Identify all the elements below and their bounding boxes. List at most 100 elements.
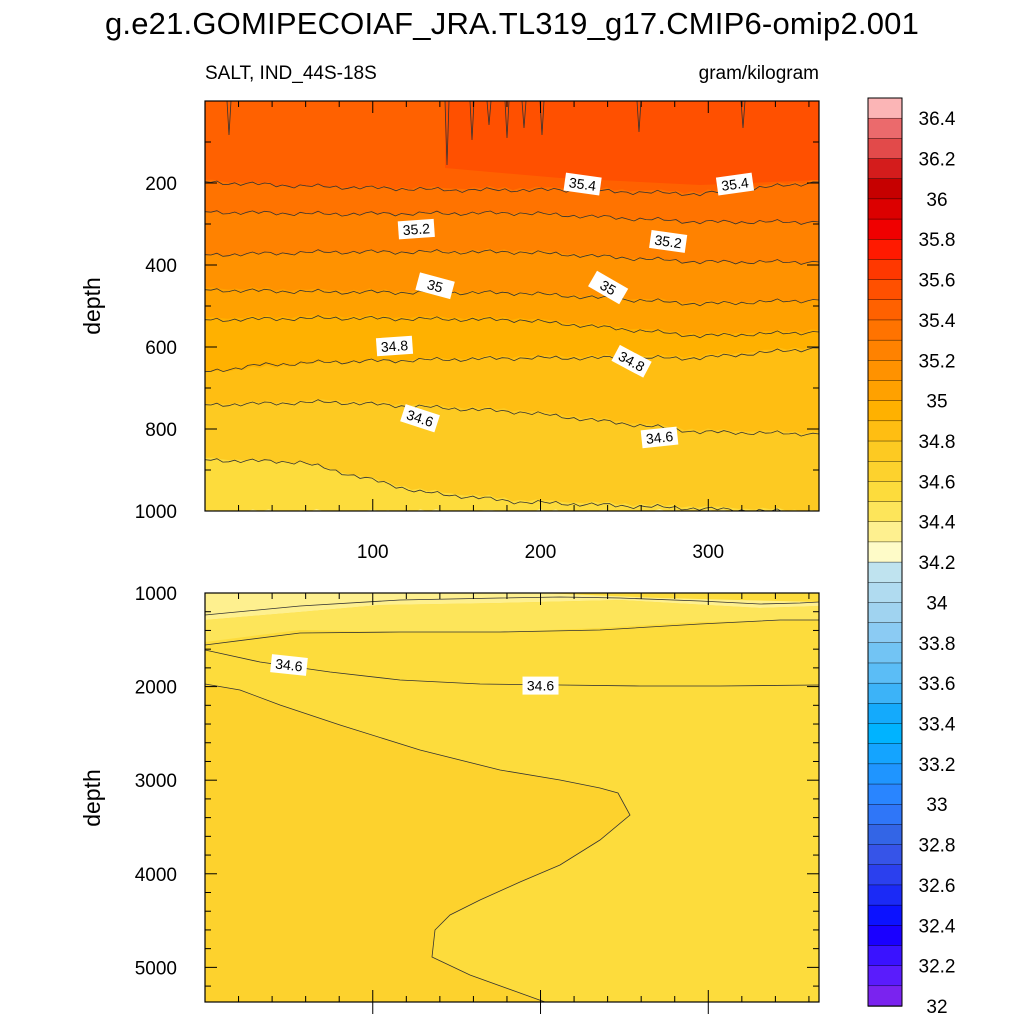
colorbar-swatch	[867, 97, 903, 119]
colorbar-label: 35.2	[919, 351, 956, 372]
colorbar-swatch	[867, 501, 903, 523]
contour-label-bottom-1: 34.6	[522, 676, 559, 695]
x-tick-label: 100	[357, 542, 389, 563]
colorbar-frame	[867, 97, 903, 1007]
colorbar-label: 32.6	[919, 876, 956, 897]
colorbar-swatch	[867, 864, 903, 886]
surface-spike-0	[226, 101, 232, 136]
colorbar-swatch	[867, 682, 903, 705]
colorbar-label: 35.6	[919, 271, 956, 292]
colorbar-swatch	[867, 360, 903, 382]
y-tick-label: 5000	[135, 958, 177, 979]
colorbar-swatch	[867, 440, 903, 462]
top-contour-line-4	[205, 315, 819, 339]
bottom-fills	[205, 593, 819, 1002]
colorbar-swatch	[867, 339, 903, 362]
top-contour-line-5	[205, 347, 819, 373]
colorbar-swatch	[867, 602, 903, 624]
colorbar-swatch	[867, 743, 903, 765]
colorbar-swatch	[867, 844, 903, 866]
top-contour-line-2	[205, 249, 819, 265]
surface-spike-8	[740, 101, 746, 129]
svg-text:34.6: 34.6	[275, 656, 304, 675]
colorbar-swatch	[867, 400, 903, 422]
bottom-core-wedge	[205, 684, 630, 1002]
colorbar-swatch	[867, 521, 903, 543]
colorbar-swatch	[867, 138, 903, 160]
y-tick-label: 2000	[135, 678, 177, 699]
y-tick-label: 1000	[135, 502, 177, 523]
contour-label-top-5: 35	[588, 270, 629, 305]
svg-text:34.6: 34.6	[645, 428, 674, 447]
y-tick-label: 1000	[135, 584, 177, 605]
svg-text:35: 35	[597, 277, 619, 299]
top-fills	[205, 101, 819, 511]
contour-label-top-8: 34.6	[400, 404, 440, 433]
y-tick-label: 600	[145, 338, 177, 359]
y-tick-label: 800	[145, 420, 177, 441]
colorbar-swatch	[867, 582, 903, 604]
colorbar-label: 32.2	[919, 957, 956, 978]
y-tick-label: 3000	[135, 771, 177, 792]
colorbar-label: 32	[926, 997, 947, 1018]
colorbar-swatch	[867, 218, 903, 240]
chart-title: g.e21.GOMIPECOIAF_JRA.TL319_g17.CMIP6-om…	[104, 6, 920, 41]
colorbar-swatch	[867, 178, 903, 200]
colorbar-swatch	[867, 723, 903, 745]
y-axis-label-bottom: depth	[79, 769, 105, 827]
colorbar-label: 35	[926, 392, 947, 413]
colorbar-swatch	[867, 299, 903, 321]
bottom-panel: 34.6 34.6 1000 2000 3000 4000 5000 depth	[79, 584, 820, 1014]
high-salinity-patch	[445, 101, 819, 185]
surface-spike-7	[636, 101, 642, 133]
x-tick-label: 300	[692, 542, 724, 563]
y-axis-label-top: depth	[79, 277, 105, 335]
colorbar-label: 36.4	[919, 109, 956, 130]
colorbar-swatch	[867, 198, 903, 220]
colorbar-label: 33.8	[919, 634, 956, 655]
y-tick-label: 400	[145, 256, 177, 277]
colorbar-label: 32.4	[919, 916, 956, 937]
contour-label-top-3: 35.2	[649, 230, 688, 253]
colorbar-swatch	[867, 561, 903, 583]
colorbar-label: 36	[926, 190, 947, 211]
colorbar-swatch	[867, 481, 903, 503]
colorbar-swatch	[867, 380, 903, 402]
colorbar-label: 36.2	[919, 150, 956, 171]
colorbar-swatch	[867, 763, 903, 785]
colorbar-swatch	[867, 259, 903, 281]
colorbar-swatch	[867, 804, 903, 826]
svg-text:35: 35	[425, 276, 444, 296]
x-tick-label: 200	[525, 542, 557, 563]
colorbar-label: 32.8	[919, 836, 956, 857]
colorbar-swatch	[867, 965, 903, 987]
colorbar-swatch	[867, 985, 903, 1007]
colorbar-label: 33.6	[919, 674, 956, 695]
top-band-7	[205, 457, 819, 511]
colorbar-swatch	[867, 884, 903, 906]
colorbar-label: 34.2	[919, 553, 956, 574]
contour-label-top-2: 35.2	[397, 218, 435, 240]
top-contour-line-0	[205, 180, 819, 197]
colorbar-swatch	[867, 541, 903, 563]
colorbar-label: 33	[926, 795, 947, 816]
surface-spike-5	[521, 101, 527, 129]
colorbar-label: 33.4	[919, 715, 956, 736]
svg-text:35.2: 35.2	[654, 232, 683, 252]
top-contour-line-6	[205, 399, 819, 437]
colorbar-swatch	[867, 783, 903, 805]
colorbar-swatch	[867, 703, 903, 725]
colorbar-swatch	[867, 622, 903, 644]
top-contour-line-3	[205, 288, 819, 307]
colorbar-swatch	[867, 239, 903, 261]
colorbar-swatch	[867, 662, 903, 684]
colorbar: 36.4 36.2 36 35.8 35.6 35.4 35.2 35 34.8 34.6 34.4…	[867, 97, 956, 1018]
surface-spike-4	[504, 101, 510, 139]
colorbar-swatch	[867, 117, 903, 140]
top-panel: 35.4 35.435.235.235 3534.834.834.634.62004…	[79, 100, 820, 563]
contour-label-bottom-0: 34.6	[270, 654, 308, 676]
units-label: gram/kilogram	[698, 63, 819, 84]
bottom-contour-line-3	[205, 683, 631, 1002]
variable-region-label: SALT, IND_44S-18S	[205, 63, 377, 84]
